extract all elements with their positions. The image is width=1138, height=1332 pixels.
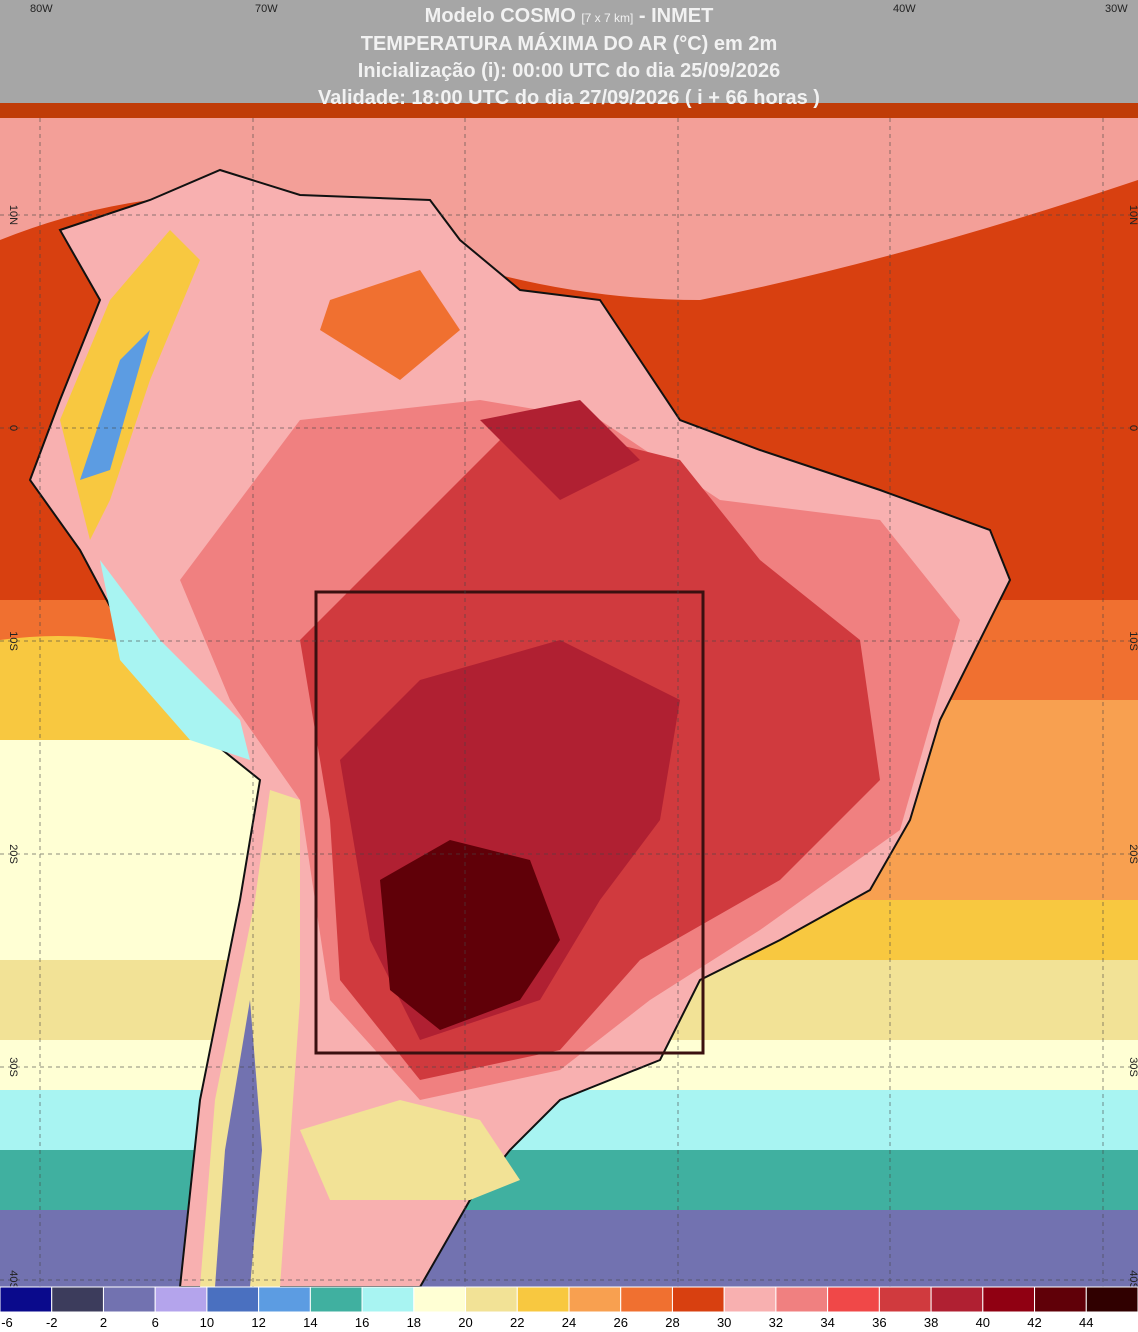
colorbar-swatch	[206, 1286, 260, 1313]
model: Modelo COSMO	[425, 5, 576, 27]
colorbar-swatch	[309, 1286, 363, 1313]
longitude-label: 40W	[893, 3, 916, 15]
colorbar-label: 12	[251, 1315, 265, 1330]
colorbar-label: 28	[665, 1315, 679, 1330]
latitude-label: 20S	[7, 844, 19, 864]
latitude-label: 40S	[7, 1270, 19, 1290]
colorbar-label: 36	[872, 1315, 886, 1330]
colorbar-label: 40	[976, 1315, 990, 1330]
colorbar-swatch	[930, 1286, 984, 1313]
colorbar-label: 16	[355, 1315, 369, 1330]
colorbar-label: 30	[717, 1315, 731, 1330]
latitude-label: 10N	[1127, 205, 1138, 225]
colorbar-swatch	[1085, 1286, 1138, 1313]
colorbar-label: 38	[924, 1315, 938, 1330]
latitude-label: 10S	[7, 631, 19, 651]
latitude-label: 10N	[7, 205, 19, 225]
latitude-label: 0	[1127, 425, 1138, 431]
title-line1: Modelo COSMO [7 x 7 km] - INMET	[425, 5, 714, 27]
colorbar-swatch	[154, 1286, 208, 1313]
latitude-label: 0	[7, 425, 19, 431]
colorbar-label: 22	[510, 1315, 524, 1330]
title-line3: Inicialização (i): 00:00 UTC do dia 25/0…	[358, 60, 780, 82]
colorbar-swatch	[102, 1286, 156, 1313]
colorbar-label: 18	[407, 1315, 421, 1330]
colorbar-swatch	[982, 1286, 1036, 1313]
longitude-label: 30W	[1105, 3, 1128, 15]
colorbar-label: 34	[820, 1315, 834, 1330]
latitude-label: 30S	[7, 1057, 19, 1077]
colorbar-label: 6	[152, 1315, 159, 1330]
latitude-label: 10S	[1127, 631, 1138, 651]
colorbar-swatch	[0, 1286, 53, 1313]
colorbar-label: 42	[1027, 1315, 1041, 1330]
latitude-label: 20S	[1127, 844, 1138, 864]
colorbar-swatch	[568, 1286, 622, 1313]
colorbar-label: 2	[100, 1315, 107, 1330]
latitude-label: 30S	[1127, 1057, 1138, 1077]
colorbar-label: 20	[458, 1315, 472, 1330]
graticule	[0, 118, 1138, 1287]
colorbar-swatch	[827, 1286, 880, 1313]
title-line2: TEMPERATURA MÁXIMA DO AR (°C) em 2m	[361, 32, 778, 55]
colorbar-swatch	[361, 1286, 415, 1313]
colorbar-swatch	[723, 1286, 777, 1313]
colorbar-swatch	[1034, 1286, 1087, 1313]
agency: - INMET	[639, 5, 713, 27]
header-band	[0, 0, 1138, 103]
longitude-label: 70W	[255, 3, 278, 15]
colorbar-swatch	[775, 1286, 829, 1313]
colorbar-swatch	[465, 1286, 518, 1313]
latitude-label: 40S	[1127, 1270, 1138, 1290]
colorbar-label: 44	[1079, 1315, 1093, 1330]
colorbar-label: 32	[769, 1315, 783, 1330]
title-line4: Validade: 18:00 UTC do dia 27/09/2026 ( …	[318, 87, 820, 109]
colorbar-label: -6	[1, 1315, 13, 1330]
longitude-label: 80W	[30, 3, 53, 15]
colorbar-swatch	[51, 1286, 104, 1313]
colorbar-label: 26	[613, 1315, 627, 1330]
colorbar-swatch	[671, 1286, 725, 1313]
continent	[28, 168, 1012, 1288]
colorbar-label: 24	[562, 1315, 576, 1330]
colorbar-swatch	[413, 1286, 467, 1313]
colorbar-label: -2	[46, 1315, 58, 1330]
resolution: [7 x 7 km]	[581, 11, 633, 25]
colorbar-swatch	[516, 1286, 570, 1313]
colorbar-label: 10	[200, 1315, 214, 1330]
colorbar-swatch	[620, 1286, 673, 1313]
colorbar-swatch	[258, 1286, 311, 1313]
colorbar-swatch	[878, 1286, 932, 1313]
header-strip	[0, 103, 1138, 118]
highlight-box	[314, 590, 705, 1055]
colorbar-label: 14	[303, 1315, 317, 1330]
